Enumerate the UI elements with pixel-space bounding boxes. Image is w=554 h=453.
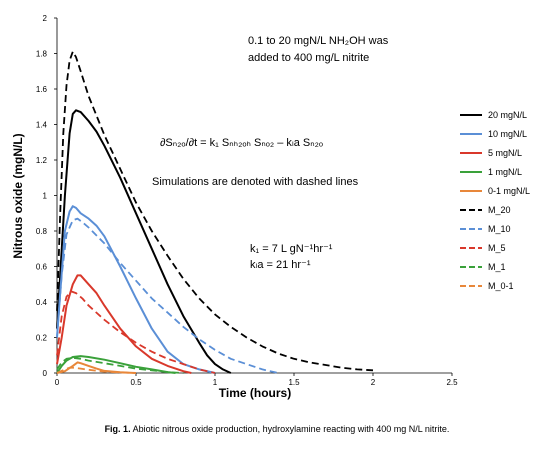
annotation-line2: added to 400 mg/L nitrite xyxy=(248,52,369,64)
legend-label: 0-1 mgN/L xyxy=(488,186,530,196)
legend-label: 1 mgN/L xyxy=(488,167,522,177)
plot-area: 0 0.2 0.4 0.6 0.8 1 1.2 1.4 1.6 1.8 2 0 0.5 1 1.5 2 2.5 xyxy=(36,14,458,387)
x-ticks: 0 0.5 1 1.5 2 2.5 xyxy=(55,373,458,387)
legend: 20 mgN/L 10 mgN/L 5 mgN/L 1 mgN/L 0-1 mgN/L M… xyxy=(460,110,530,291)
series-line-10-mgn-l xyxy=(56,205,216,374)
annotation-kla: kₗa = 21 hr⁻¹ xyxy=(250,259,311,271)
x-tick-label: 2.5 xyxy=(446,378,458,387)
y-tick-label: 0.8 xyxy=(36,227,48,236)
annotation-k1: k₁ = 7 L gN⁻¹hr⁻¹ xyxy=(250,243,333,255)
legend-label: M_20 xyxy=(488,205,511,215)
x-tick-label: 0 xyxy=(55,378,60,387)
caption-label: Fig. 1. xyxy=(105,424,131,434)
figure-caption: Fig. 1. Abiotic nitrous oxide production… xyxy=(105,424,450,434)
x-tick-label: 1.5 xyxy=(288,378,300,387)
legend-label: 20 mgN/L xyxy=(488,110,527,120)
series-line-m-1 xyxy=(56,356,184,374)
y-tick-label: 1.2 xyxy=(36,156,48,165)
annotation-line1: 0.1 to 20 mgN/L NH₂OH was xyxy=(248,35,389,47)
series-line-m-10 xyxy=(56,217,279,374)
legend-label: M_1 xyxy=(488,262,506,272)
legend-label: M_0-1 xyxy=(488,281,514,291)
legend-label: M_10 xyxy=(488,224,511,234)
y-ticks: 0 0.2 0.4 0.6 0.8 1 1.2 1.4 1.6 1.8 2 xyxy=(36,14,57,378)
y-tick-label: 1.8 xyxy=(36,50,48,59)
y-tick-label: 0 xyxy=(43,369,48,378)
caption-text: Abiotic nitrous oxide production, hydrox… xyxy=(133,424,450,434)
y-axis-title: Nitrous oxide (mgN/L) xyxy=(11,133,25,258)
y-tick-label: 1.6 xyxy=(36,85,48,94)
legend-label: 5 mgN/L xyxy=(488,148,522,158)
y-tick-label: 1 xyxy=(43,192,48,201)
series-line-m-5 xyxy=(56,290,216,374)
series-line-m-20 xyxy=(56,50,374,372)
x-tick-label: 1 xyxy=(213,378,218,387)
series-line-5-mgn-l xyxy=(56,274,192,374)
legend-label: 10 mgN/L xyxy=(488,129,527,139)
y-tick-label: 0.2 xyxy=(36,334,48,343)
annotation-equation: ∂Sₙ₂ₒ/∂t = k₁ Sₙₕ₂ₒₕ Sₙₒ₂ – kₗa Sₙ₂ₒ xyxy=(160,137,323,149)
x-axis-title: Time (hours) xyxy=(219,386,291,400)
series-lines xyxy=(56,50,374,374)
y-tick-label: 0.4 xyxy=(36,298,48,307)
x-tick-label: 0.5 xyxy=(130,378,142,387)
y-tick-label: 0.6 xyxy=(36,263,48,272)
series-line-20-mgn-l xyxy=(56,109,232,374)
legend-label: M_5 xyxy=(488,243,506,253)
series-line-m-0-1 xyxy=(56,366,137,374)
x-tick-label: 2 xyxy=(371,378,376,387)
y-tick-label: 1.4 xyxy=(36,121,48,130)
y-tick-label: 2 xyxy=(43,14,48,23)
annotation-simulations-note: Simulations are denoted with dashed line… xyxy=(152,176,359,188)
